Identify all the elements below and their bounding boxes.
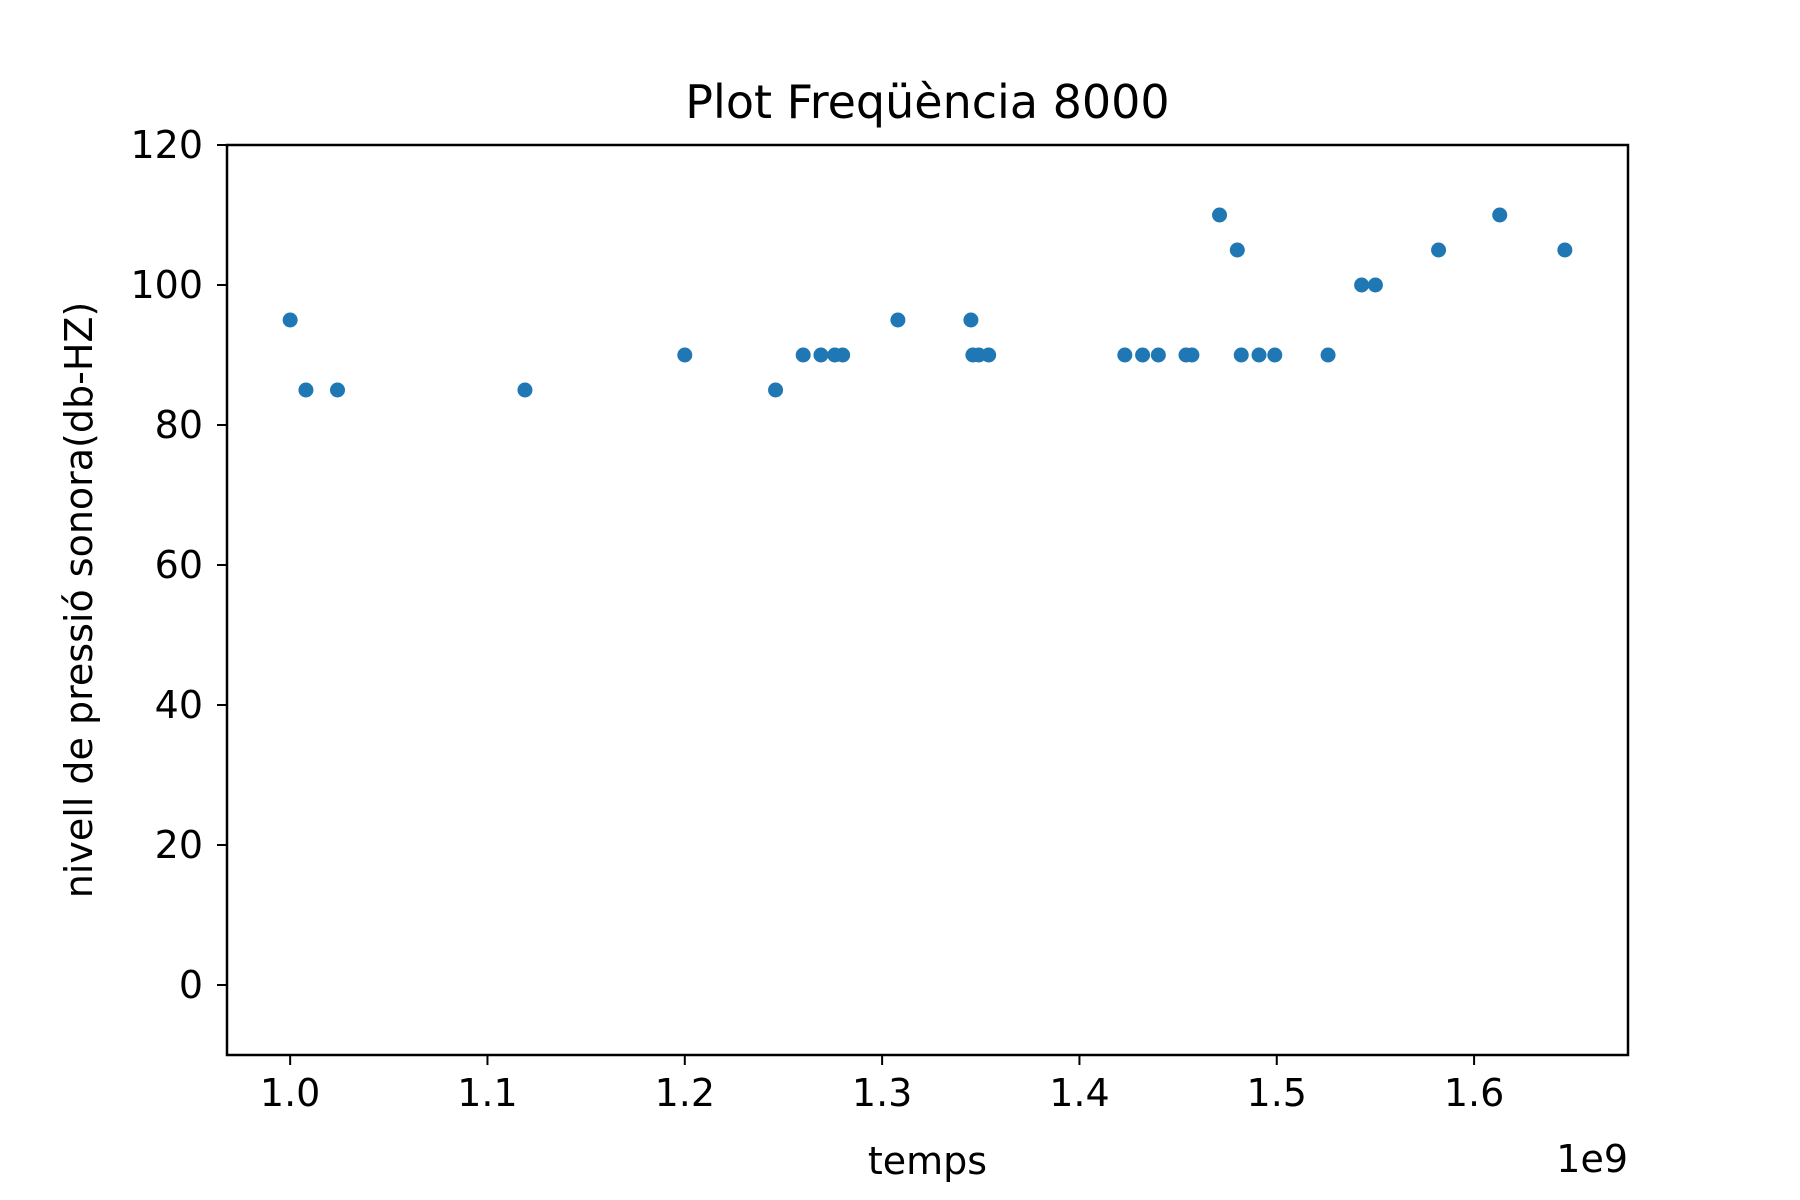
y-tick-label: 20 xyxy=(155,823,203,867)
data-point xyxy=(1354,277,1370,293)
data-point xyxy=(1117,347,1133,363)
data-point xyxy=(1251,347,1267,363)
y-tick-label: 40 xyxy=(155,683,203,727)
data-point xyxy=(1492,207,1508,223)
y-tick-label: 60 xyxy=(155,543,203,587)
data-point xyxy=(1229,242,1245,258)
data-point xyxy=(517,382,533,398)
data-points xyxy=(282,207,1573,398)
data-point xyxy=(298,382,314,398)
data-point xyxy=(330,382,346,398)
x-tick-label: 1.2 xyxy=(655,1071,715,1115)
x-tick-label: 1.0 xyxy=(260,1071,320,1115)
data-point xyxy=(835,347,851,363)
data-point xyxy=(981,347,997,363)
y-tick-label: 0 xyxy=(179,963,203,1007)
data-point xyxy=(768,382,784,398)
data-point xyxy=(963,312,979,328)
y-tick-label: 80 xyxy=(155,403,203,447)
data-point xyxy=(1267,347,1283,363)
x-tick-label: 1.6 xyxy=(1444,1071,1504,1115)
data-point xyxy=(282,312,298,328)
y-axis-ticks: 0 20 40 60 80 100 120 xyxy=(130,123,227,1007)
data-point xyxy=(1320,347,1336,363)
x-axis-label: temps xyxy=(868,1139,987,1183)
data-point xyxy=(890,312,906,328)
y-axis-label: nivell de pressió sonora(db-HZ) xyxy=(57,302,101,899)
plot-area-frame xyxy=(225,143,1630,1057)
y-tick-label: 100 xyxy=(130,263,203,307)
data-point xyxy=(1431,242,1447,258)
data-point xyxy=(795,347,811,363)
data-point xyxy=(677,347,693,363)
data-point xyxy=(1150,347,1166,363)
chart-title: Plot Freqüència 8000 xyxy=(685,75,1169,129)
x-axis-ticks: 1.0 1.1 1.2 1.3 1.4 1.5 1.6 xyxy=(260,1055,1504,1115)
data-point xyxy=(1135,347,1151,363)
data-point xyxy=(1557,242,1573,258)
x-tick-label: 1.3 xyxy=(852,1071,912,1115)
data-point xyxy=(1233,347,1249,363)
x-tick-label: 1.4 xyxy=(1049,1071,1109,1115)
x-tick-label: 1.1 xyxy=(457,1071,517,1115)
x-tick-label: 1.5 xyxy=(1247,1071,1307,1115)
data-point xyxy=(1212,207,1228,223)
data-point xyxy=(813,347,829,363)
x-axis-offset-label: 1e9 xyxy=(1556,1137,1628,1181)
data-point xyxy=(1184,347,1200,363)
y-tick-label: 120 xyxy=(130,123,203,167)
data-point xyxy=(1367,277,1383,293)
